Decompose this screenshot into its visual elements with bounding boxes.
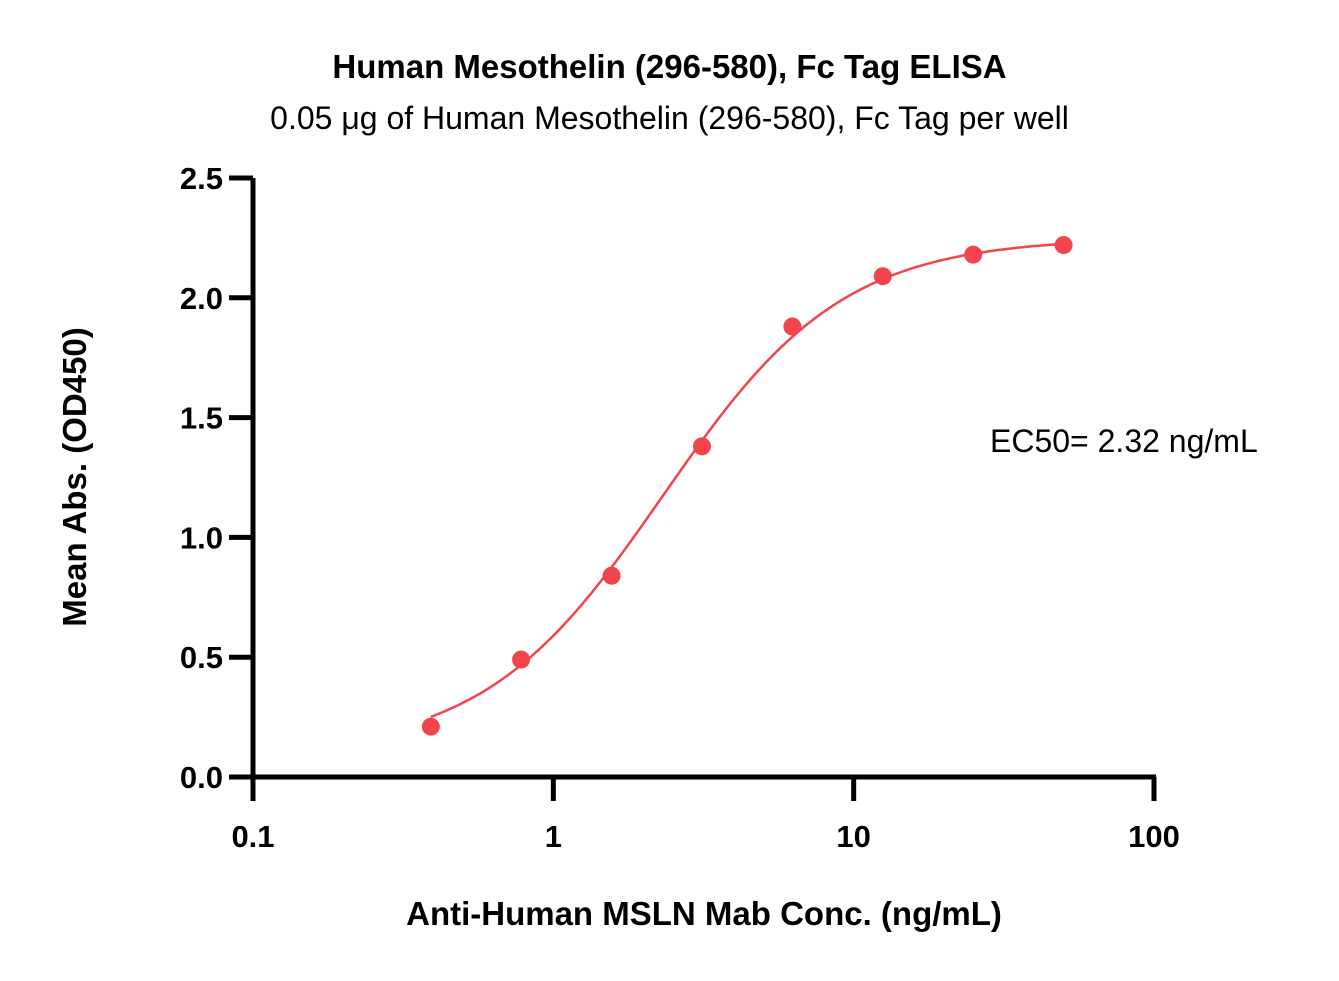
ec50-annotation: EC50= 2.32 ng/mL [990,423,1258,459]
y-tick-label: 0.5 [180,640,223,675]
data-point [783,317,802,336]
data-point [512,650,531,669]
chart-subtitle: 0.05 μg of Human Mesothelin (296-580), F… [270,100,1069,136]
fit-curve-layer [430,242,1064,718]
y-axis-label: Mean Abs. (OD450) [56,327,93,627]
y-tick-label: 2.5 [180,161,223,196]
data-point [873,267,892,286]
data-point [1054,236,1073,255]
x-axis-label: Anti-Human MSLN Mab Conc. (ng/mL) [406,895,1002,932]
data-points-layer [421,236,1073,736]
x-tick-label: 100 [1128,819,1180,854]
chart-title: Human Mesothelin (296-580), Fc Tag ELISA [332,48,1007,85]
x-tick-label: 0.1 [231,819,274,854]
y-tick-label: 2.0 [180,281,223,316]
axes-layer: 0.0 0.5 1.0 1.5 2.0 2.5 0.1 1 10 100 [180,161,1180,854]
x-tick-label: 1 [545,819,562,854]
data-point [692,437,711,456]
x-tick-label: 10 [836,819,870,854]
data-point [421,717,440,736]
fit-curve [430,242,1064,718]
y-tick-label: 1.5 [180,401,223,436]
y-tick-label: 1.0 [180,520,223,555]
y-tick-label: 0.0 [180,760,223,795]
data-point [602,566,621,585]
data-point [964,245,983,264]
